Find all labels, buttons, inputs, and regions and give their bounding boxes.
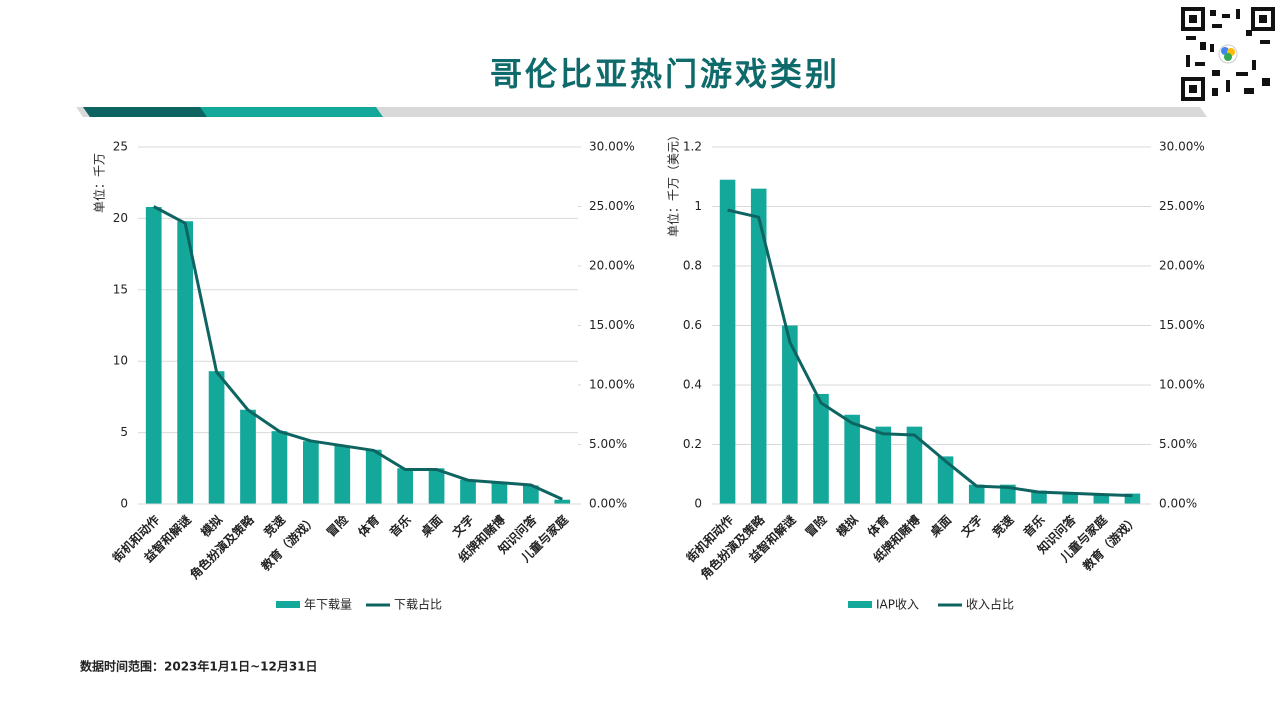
y2-tick-label: 25.00% [589, 199, 635, 213]
y2-tick-label: 10.00% [589, 378, 635, 392]
bar [554, 499, 571, 504]
bar [240, 409, 256, 504]
bar [428, 468, 445, 504]
bar [813, 393, 829, 504]
x-tick-label: 竞速 [989, 512, 1017, 540]
header-accent-dark [83, 107, 207, 117]
x-tick-label: 音乐 [386, 512, 414, 540]
y2-tick-label: 0.00% [589, 497, 627, 511]
y-tick-label: 10 [113, 354, 128, 368]
bar [1093, 493, 1110, 504]
y2-tick-label: 15.00% [1159, 318, 1205, 332]
bar [145, 206, 162, 504]
y2-tick-label: 10.00% [1159, 378, 1205, 392]
bar [303, 441, 319, 504]
y-tick-label: 1.2 [683, 140, 702, 154]
bar [177, 221, 193, 505]
y2-tick-label: 20.00% [1159, 259, 1205, 273]
y2-tick-label: 30.00% [589, 140, 635, 154]
x-tick-label: 音乐 [1020, 512, 1048, 540]
y-axis-title: 单位：千万 [92, 153, 107, 213]
x-tick-label: 教育（游戏） [257, 512, 319, 574]
bar [1031, 490, 1047, 504]
y-tick-label: 25 [113, 140, 128, 154]
bar [208, 371, 225, 504]
x-tick-label: 文字 [958, 512, 986, 540]
x-tick-label: 文字 [449, 512, 477, 540]
bar [719, 179, 736, 504]
line [153, 205, 563, 501]
x-tick-label: 桌面 [417, 512, 445, 540]
bar [523, 485, 539, 504]
y-tick-label: 0.6 [683, 318, 702, 332]
bar [782, 325, 798, 504]
bar [906, 426, 923, 504]
bar [491, 482, 508, 504]
y-tick-label: 0.4 [683, 378, 702, 392]
y-tick-label: 20 [113, 211, 128, 225]
y-tick-label: 0 [694, 497, 702, 511]
x-tick-label: 模拟 [198, 512, 226, 540]
bar [365, 449, 382, 504]
bar [937, 456, 954, 504]
legend-label: 年下载量 [304, 598, 352, 612]
y-tick-label: 5 [120, 425, 128, 439]
y-axis-title: 单位：千万（美元） [666, 129, 681, 237]
y2-tick-label: 25.00% [1159, 199, 1205, 213]
y2-tick-label: 15.00% [589, 318, 635, 332]
legend-label: 收入占比 [966, 597, 1014, 612]
line [727, 208, 1133, 498]
y-tick-label: 0 [120, 497, 128, 511]
qr-code [1181, 7, 1275, 101]
legend-swatch [276, 601, 300, 608]
bar [1000, 484, 1016, 504]
y-tick-label: 0.2 [683, 437, 702, 451]
y2-tick-label: 0.00% [1159, 497, 1197, 511]
y-tick-label: 15 [113, 282, 128, 296]
legend-label: IAP收入 [876, 598, 919, 612]
x-tick-label: 模拟 [833, 512, 861, 540]
x-tick-label: 冒险 [802, 511, 830, 539]
y2-tick-label: 5.00% [1159, 437, 1197, 451]
x-tick-label: 竞速 [260, 512, 288, 540]
page-title: 哥伦比亚热门游戏类别 [490, 55, 840, 93]
bar [1124, 493, 1141, 504]
bar [460, 479, 476, 504]
y-tick-label: 0.8 [683, 259, 702, 273]
y2-tick-label: 5.00% [589, 437, 627, 451]
bar [1062, 492, 1078, 504]
bar [968, 484, 985, 504]
bar [334, 445, 351, 504]
y2-tick-label: 30.00% [1159, 140, 1205, 154]
x-tick-label: 桌面 [926, 512, 954, 540]
bar [271, 431, 288, 504]
bar [397, 468, 413, 504]
bar [750, 188, 767, 504]
footnote: 数据时间范围：2023年1月1日~12月31日 [80, 659, 318, 674]
bar [875, 426, 892, 504]
legend-swatch [848, 601, 872, 608]
x-tick-label: 体育 [355, 512, 383, 540]
y2-tick-label: 20.00% [589, 259, 635, 273]
x-tick-label: 冒险 [323, 511, 351, 539]
legend-label: 下载占比 [394, 597, 442, 612]
x-tick-label: 体育 [864, 512, 892, 540]
y-tick-label: 1 [694, 199, 702, 213]
bar [844, 414, 860, 504]
